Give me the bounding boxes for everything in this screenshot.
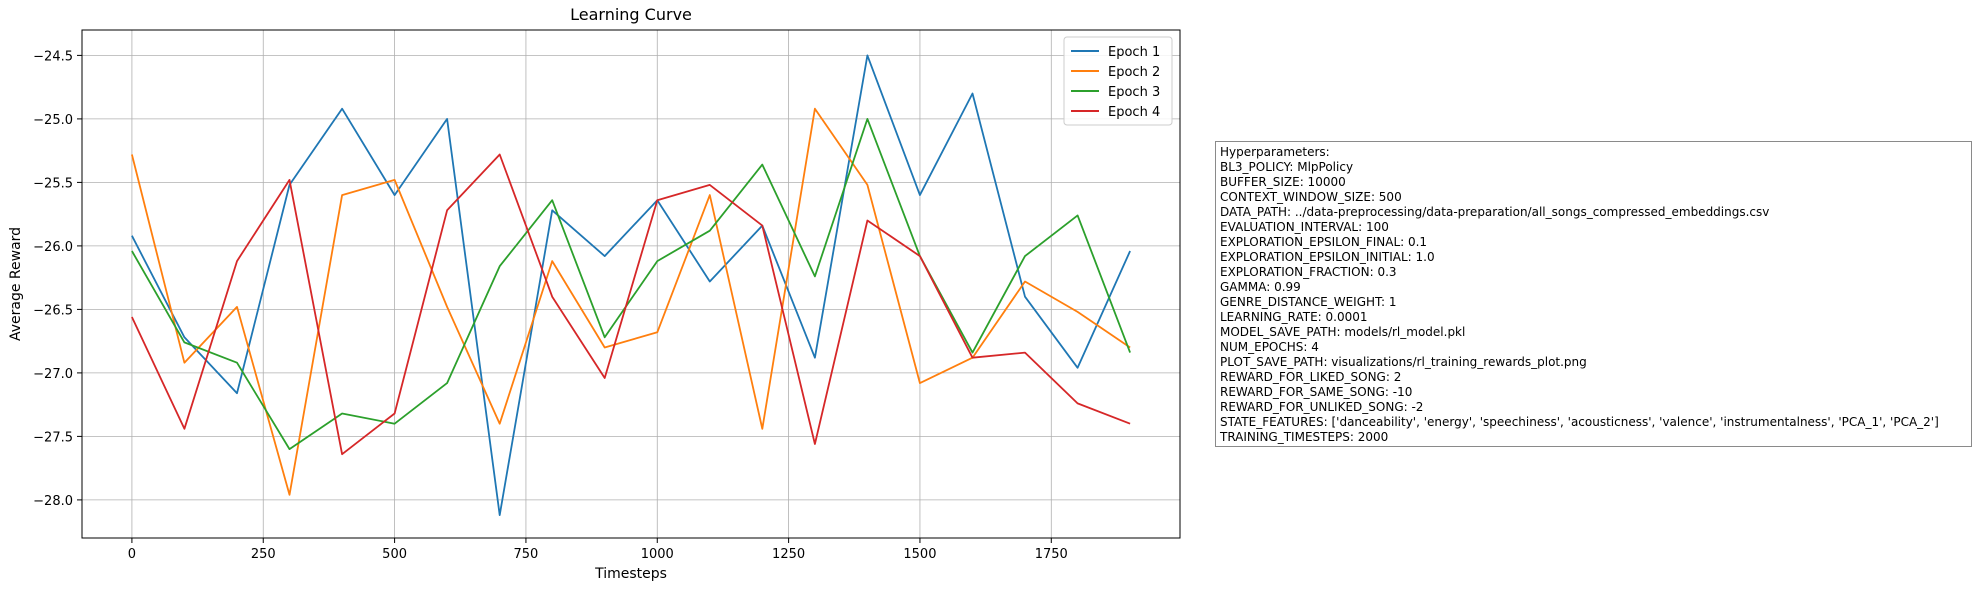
y-axis-label: Average Reward — [8, 227, 24, 341]
series-line-epoch-4 — [131, 153, 1131, 456]
hyperparameter-line: TRAINING_TIMESTEPS: 2000 — [1220, 430, 1389, 444]
hyperparameter-line: NUM_EPOCHS: 4 — [1220, 340, 1319, 354]
y-tick-label: −26.5 — [33, 303, 73, 318]
hyperparameter-line: EXPLORATION_FRACTION: 0.3 — [1220, 265, 1397, 279]
hyperparameter-line: DATA_PATH: ../data-preprocessing/data-pr… — [1220, 205, 1770, 219]
hyperparameter-line: REWARD_FOR_LIKED_SONG: 2 — [1220, 370, 1402, 384]
legend-entry: Epoch 3 — [1108, 85, 1160, 100]
x-tick-label: 0 — [128, 547, 136, 562]
hyperparameter-line: LEARNING_RATE: 0.0001 — [1220, 310, 1368, 324]
series-line-epoch-3 — [131, 118, 1131, 451]
hyperparameter-line: CONTEXT_WINDOW_SIZE: 500 — [1220, 190, 1402, 204]
chart-title: Learning Curve — [570, 5, 692, 24]
legend-entry: Epoch 1 — [1108, 45, 1160, 60]
hyperparameter-line: PLOT_SAVE_PATH: visualizations/rl_traini… — [1220, 355, 1587, 369]
hyperparameter-line: BL3_POLICY: MlpPolicy — [1220, 160, 1354, 174]
hyperparameter-line: GENRE_DISTANCE_WEIGHT: 1 — [1220, 295, 1397, 309]
hyperparameters-heading: Hyperparameters: — [1220, 145, 1330, 159]
plot-frame — [81, 29, 1181, 539]
x-tick-label: 1750 — [1035, 547, 1068, 562]
series-lines — [131, 54, 1131, 516]
hyperparameter-line: EXPLORATION_EPSILON_INITIAL: 1.0 — [1220, 250, 1435, 264]
hyperparameter-line: STATE_FEATURES: ['danceability', 'energy… — [1220, 415, 1939, 429]
legend: Epoch 1 Epoch 2 Epoch 3 Epoch 4 — [1063, 36, 1173, 126]
hyperparameter-line: REWARD_FOR_SAME_SONG: -10 — [1220, 385, 1413, 399]
legend-entry: Epoch 2 — [1108, 65, 1160, 80]
x-tick-label: 1000 — [641, 547, 674, 562]
series-line-epoch-2 — [131, 107, 1131, 496]
hyperparameter-line: EVALUATION_INTERVAL: 100 — [1220, 220, 1389, 234]
series-line-epoch-1 — [131, 54, 1131, 516]
hyperparameter-line: BUFFER_SIZE: 10000 — [1220, 175, 1346, 189]
grid-lines — [82, 30, 1180, 538]
x-axis-label: Timesteps — [594, 566, 667, 582]
x-tick-label: 250 — [251, 547, 276, 562]
legend-entry: Epoch 4 — [1108, 105, 1160, 120]
hyperparameter-line: EXPLORATION_EPSILON_FINAL: 0.1 — [1220, 235, 1428, 249]
y-tick-label: −26.0 — [33, 240, 73, 255]
y-tick-label: −27.5 — [33, 430, 73, 445]
learning-curve-chart: 0 250 500 750 1000 1250 1500 1750 −28.0 −27.5 −27.… — [8, 5, 1181, 582]
hyperparameter-line: GAMMA: 0.99 — [1220, 280, 1301, 294]
x-tick-label: 750 — [514, 547, 539, 562]
hyperparameters-box: Hyperparameters: BL3_POLICY: MlpPolicy BUF… — [1215, 141, 1972, 447]
hyperparameter-line: REWARD_FOR_UNLIKED_SONG: -2 — [1220, 400, 1424, 414]
y-tick-label: −25.0 — [33, 113, 73, 128]
x-tick-label: 500 — [382, 547, 407, 562]
y-tick-label: −27.0 — [33, 367, 73, 382]
y-tick-label: −28.0 — [33, 494, 73, 509]
hyperparameter-line: MODEL_SAVE_PATH: models/rl_model.pkl — [1220, 325, 1466, 339]
x-tick-label: 1500 — [903, 547, 936, 562]
y-tick-label: −24.5 — [33, 49, 73, 64]
y-tick-label: −25.5 — [33, 176, 73, 191]
legend-frame — [1063, 36, 1173, 126]
x-tick-label: 1250 — [772, 547, 805, 562]
axis-ticks: 0 250 500 750 1000 1250 1500 1750 −28.0 −27.5 −27.… — [33, 49, 1068, 562]
